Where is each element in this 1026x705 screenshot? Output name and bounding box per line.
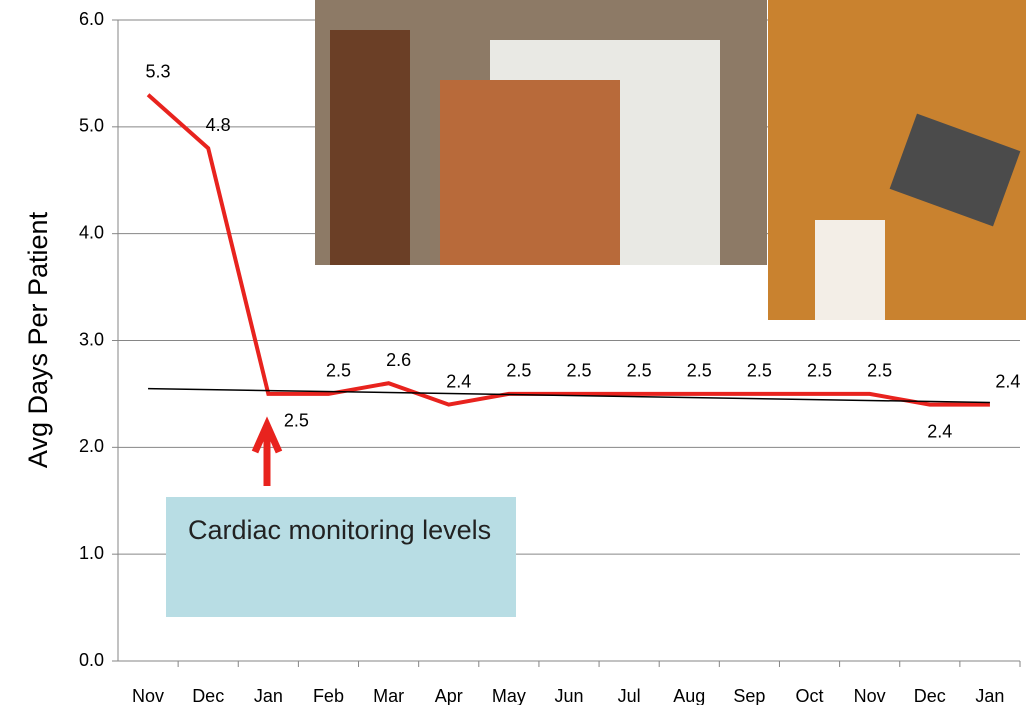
data-label: 2.4 — [446, 371, 471, 391]
data-label: 2.6 — [386, 350, 411, 370]
x-tick-label: Jan — [254, 686, 283, 705]
x-tick-label: Oct — [796, 686, 824, 705]
data-label: 2.5 — [506, 361, 531, 381]
data-label: 2.5 — [687, 361, 712, 381]
data-label: 2.5 — [566, 361, 591, 381]
chart: Avg Days Per Patient 0.0 1.0 2.0 3.0 4.0 5.0 6… — [0, 0, 1026, 705]
x-tick-label: Jun — [554, 686, 583, 705]
photo-person — [440, 80, 620, 265]
data-label: 5.3 — [146, 62, 171, 82]
data-label: 2.5 — [867, 361, 892, 381]
data-label: 2.5 — [326, 361, 351, 381]
x-tick-label: Dec — [914, 686, 946, 705]
annotation-container: Cardiac monitoring levels — [188, 512, 508, 602]
y-tick-label: 0.0 — [79, 650, 104, 670]
x-tick-label: Mar — [373, 686, 404, 705]
data-label: 2.5 — [284, 411, 309, 431]
x-tick-label: Nov — [854, 686, 886, 705]
y-tick-label: 5.0 — [79, 116, 104, 136]
x-tick-label: Feb — [313, 686, 344, 705]
data-label: 4.8 — [206, 115, 231, 135]
photo-cup — [815, 220, 885, 320]
x-tick-label: Dec — [192, 686, 224, 705]
y-tick-label: 1.0 — [79, 543, 104, 563]
x-tick-label: Nov — [132, 686, 164, 705]
x-tick-label: May — [492, 686, 526, 705]
y-tick-label: 2.0 — [79, 436, 104, 456]
x-tick-label: Sep — [733, 686, 765, 705]
x-tick-label: Jul — [618, 686, 641, 705]
data-label: 2.5 — [807, 361, 832, 381]
data-label: 2.4 — [995, 371, 1020, 391]
photo-door — [330, 30, 410, 265]
annotation-arrow — [255, 425, 279, 486]
data-label: 2.5 — [627, 361, 652, 381]
y-tick-label: 6.0 — [79, 9, 104, 29]
annotation: Cardiac monitoring levels — [188, 512, 508, 548]
x-tick-label: Jan — [975, 686, 1004, 705]
y-tick-label: 3.0 — [79, 329, 104, 349]
y-tick-label: 4.0 — [79, 222, 104, 242]
x-tick-label: Aug — [673, 686, 705, 705]
data-label: 2.4 — [927, 421, 952, 441]
y-axis-title: Avg Days Per Patient — [23, 211, 53, 468]
data-label: 2.5 — [747, 361, 772, 381]
x-tick-label: Apr — [435, 686, 463, 705]
